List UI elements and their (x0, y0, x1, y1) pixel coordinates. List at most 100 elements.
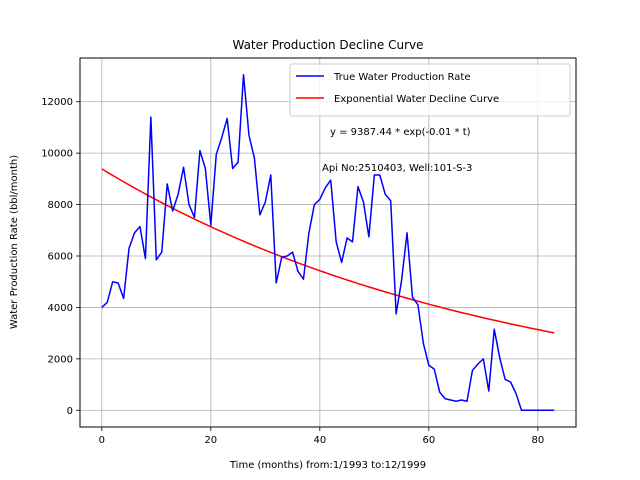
data-point-true-rate (112, 281, 114, 283)
data-point-true-rate (280, 256, 282, 258)
data-point-true-rate (330, 179, 332, 181)
data-point-true-rate (193, 216, 195, 218)
data-point-true-rate (139, 225, 141, 227)
data-point-true-rate (253, 157, 255, 159)
data-point-true-rate (155, 259, 157, 261)
data-point-true-rate (248, 134, 250, 136)
data-point-true-rate (171, 210, 173, 212)
series-layer (101, 73, 555, 412)
y-tick-label: 10000 (41, 149, 73, 160)
data-point-true-rate (150, 116, 152, 118)
data-point-true-rate (226, 117, 228, 119)
x-tick-label: 0 (99, 435, 105, 446)
data-point-true-rate (133, 232, 135, 234)
data-point-true-rate (221, 137, 223, 139)
data-point-true-rate (210, 224, 212, 226)
data-point-true-rate (177, 193, 179, 195)
data-point-true-rate (531, 409, 533, 411)
data-point-true-rate (270, 174, 272, 176)
equation-annotation: y = 9387.44 * exp(-0.01 * t) (330, 127, 471, 138)
data-point-true-rate (106, 301, 108, 303)
data-point-true-rate (553, 409, 555, 411)
data-point-true-rate (482, 358, 484, 360)
data-point-true-rate (373, 174, 375, 176)
data-point-true-rate (204, 167, 206, 169)
data-point-true-rate (144, 257, 146, 259)
data-point-true-rate (340, 261, 342, 263)
data-point-true-rate (526, 409, 528, 411)
y-tick-label: 6000 (48, 252, 73, 263)
data-point-true-rate (188, 203, 190, 205)
data-point-true-rate (264, 201, 266, 203)
data-point-true-rate (231, 167, 233, 169)
data-point-true-rate (199, 149, 201, 151)
data-point-true-rate (515, 392, 517, 394)
x-tick-label: 80 (531, 435, 544, 446)
data-point-true-rate (460, 399, 462, 401)
plot-frame (79, 57, 577, 428)
x-tick-label: 40 (313, 435, 326, 446)
y-tick-label: 4000 (48, 303, 73, 314)
legend: True Water Production Rate Exponential W… (289, 63, 571, 117)
data-point-true-rate (417, 304, 419, 306)
data-point-true-rate (362, 201, 364, 203)
data-point-true-rate (422, 342, 424, 344)
data-point-true-rate (439, 391, 441, 393)
data-point-true-rate (509, 381, 511, 383)
plot-area: 0 20 40 60 80 0 2000 4000 6000 8000 10000 12000 (41, 57, 577, 446)
x-axis-ticks: 0 20 40 60 80 (99, 427, 544, 446)
data-point-true-rate (379, 174, 381, 176)
data-point-true-rate (520, 409, 522, 411)
y-axis-label: Water Production Rate (bbl/month) (9, 155, 20, 329)
y-tick-label: 8000 (48, 200, 73, 211)
legend-label-decline-curve: Exponential Water Decline Curve (334, 94, 499, 105)
data-point-true-rate (313, 203, 315, 205)
well-annotation: Api No:2510403, Well:101-S-3 (322, 163, 472, 174)
y-tick-label: 12000 (41, 97, 73, 108)
data-point-true-rate (498, 356, 500, 358)
data-point-true-rate (455, 400, 457, 402)
y-tick-label: 2000 (48, 354, 73, 365)
legend-label-true-rate: True Water Production Rate (333, 72, 470, 83)
data-point-true-rate (504, 378, 506, 380)
data-point-true-rate (182, 166, 184, 168)
data-point-true-rate (242, 74, 244, 76)
data-point-true-rate (346, 237, 348, 239)
data-point-true-rate (411, 296, 413, 298)
legend-box (289, 63, 571, 117)
series-line-decline-curve (101, 168, 555, 334)
data-point-true-rate (302, 278, 304, 280)
data-point-true-rate (297, 270, 299, 272)
data-point-true-rate (122, 297, 124, 299)
data-point-true-rate (400, 279, 402, 281)
data-point-true-rate (384, 193, 386, 195)
data-point-true-rate (237, 161, 239, 163)
data-point-true-rate (128, 247, 130, 249)
data-point-true-rate (488, 390, 490, 392)
data-point-true-rate (166, 183, 168, 185)
data-point-true-rate (406, 232, 408, 234)
data-point-true-rate (215, 153, 217, 155)
data-point-true-rate (259, 214, 261, 216)
data-point-true-rate (444, 398, 446, 400)
data-point-true-rate (324, 187, 326, 189)
data-point-true-rate (537, 409, 539, 411)
data-point-true-rate (357, 185, 359, 187)
data-point-true-rate (548, 409, 550, 411)
data-point-true-rate (117, 282, 119, 284)
data-point-true-rate (291, 251, 293, 253)
x-tick-label: 20 (204, 435, 217, 446)
data-point-true-rate (471, 369, 473, 371)
data-point-true-rate (286, 255, 288, 257)
data-point-true-rate (433, 368, 435, 370)
data-point-true-rate (477, 363, 479, 365)
x-axis-label: Time (months) from:1/1993 to:12/1999 (229, 460, 426, 471)
data-point-true-rate (449, 399, 451, 401)
data-point-true-rate (101, 306, 103, 308)
data-point-true-rate (319, 198, 321, 200)
y-tick-label: 0 (67, 406, 73, 417)
data-point-true-rate (395, 313, 397, 315)
data-point-true-rate (542, 409, 544, 411)
data-point-true-rate (351, 241, 353, 243)
